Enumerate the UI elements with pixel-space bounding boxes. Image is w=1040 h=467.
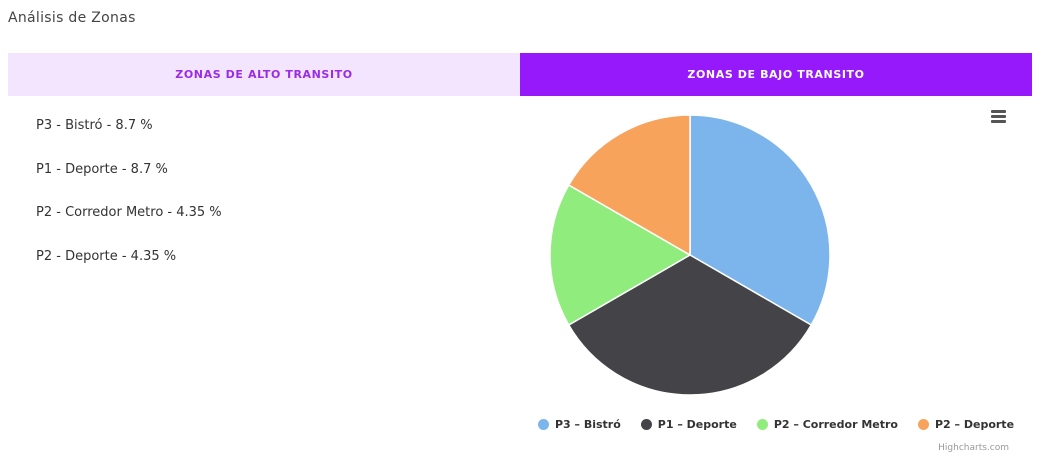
list-item: P2 - Deporte - 4.35 % bbox=[36, 248, 177, 264]
pie-chart-svg bbox=[549, 114, 831, 396]
legend-dot bbox=[917, 419, 929, 430]
list-item: P3 - Bistró - 8.7 % bbox=[36, 118, 153, 133]
legend-label: P2 – Corredor Metro bbox=[773, 418, 898, 431]
pie-slice[interactable] bbox=[567, 114, 691, 257]
legend-dot bbox=[640, 419, 652, 430]
tab-alto-transito[interactable]: ZONAS DE ALTO TRANSITO bbox=[8, 53, 520, 96]
legend-dot bbox=[756, 419, 768, 430]
legend-label: P2 – Deporte bbox=[934, 418, 1015, 431]
zone-tabs: ZONAS DE ALTO TRANSITO ZONAS DE BAJO TRA… bbox=[8, 53, 1032, 96]
legend-label: P1 – Deporte bbox=[657, 418, 737, 431]
zone-list: P3 - Bistró - 8.7 % P1 - Deporte - 8.7 %… bbox=[36, 116, 222, 290]
list-item: P1 - Deporte - 8.7 % bbox=[36, 161, 168, 177]
legend-item[interactable]: P1 – Deporte bbox=[640, 418, 737, 431]
legend-item[interactable]: P2 – Deporte bbox=[917, 418, 1015, 431]
page-title: Análisis de Zonas bbox=[8, 10, 136, 26]
pie-slice[interactable] bbox=[549, 183, 692, 327]
legend-item[interactable]: P3 – Bistró bbox=[537, 418, 621, 431]
list-item: P2 - Corredor Metro - 4.35 % bbox=[36, 205, 222, 220]
legend-dot bbox=[537, 419, 549, 430]
legend-label: P3 – Bistró bbox=[554, 418, 621, 431]
pie-slice[interactable] bbox=[689, 114, 831, 327]
chart-legend: P3 – Bistró P1 – Deporte P2 – Corredor M… bbox=[520, 418, 1032, 431]
chart-credits-link[interactable]: Highcharts.com bbox=[938, 443, 1009, 453]
tab-bajo-transito[interactable]: ZONAS DE BAJO TRANSITO bbox=[520, 53, 1032, 96]
legend-item[interactable]: P2 – Corredor Metro bbox=[756, 418, 898, 431]
hamburger-menu-icon[interactable] bbox=[991, 110, 1006, 123]
pie-chart: P3 – Bistró P1 – Deporte P2 – Corredor M… bbox=[520, 96, 1032, 467]
